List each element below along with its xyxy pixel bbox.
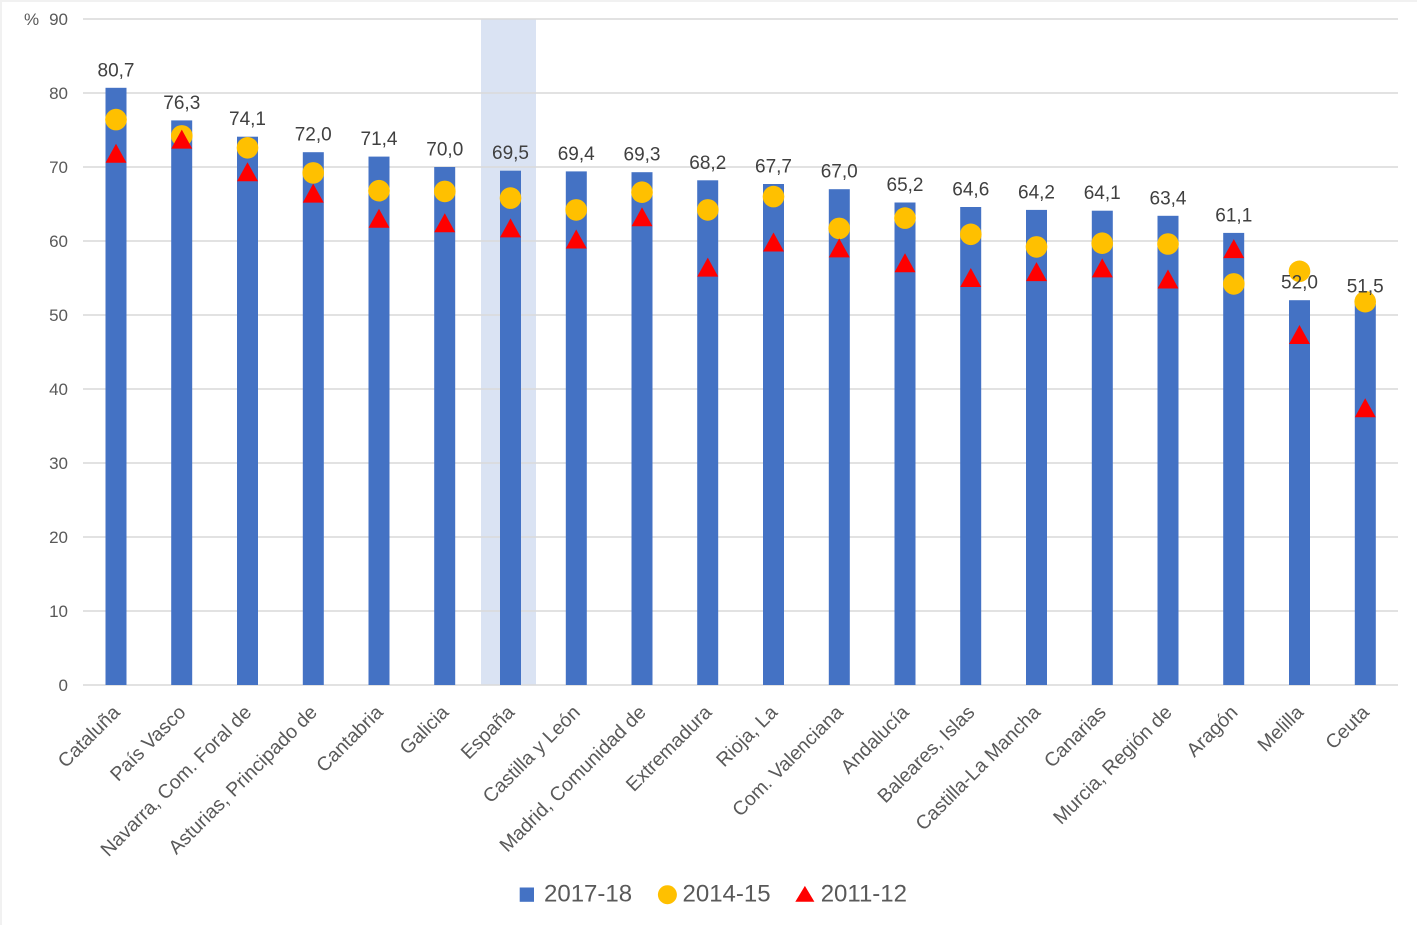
svg-text:64,6: 64,6: [952, 180, 989, 201]
svg-text:70: 70: [49, 158, 68, 177]
svg-text:63,4: 63,4: [1150, 188, 1187, 209]
svg-text:72,0: 72,0: [295, 125, 332, 146]
svg-text:60: 60: [49, 232, 68, 251]
svg-text:67,7: 67,7: [755, 157, 792, 178]
svg-text:52,0: 52,0: [1281, 273, 1318, 294]
svg-text:20: 20: [49, 528, 68, 547]
svg-text:90: 90: [49, 10, 68, 29]
svg-text:69,4: 69,4: [558, 144, 595, 165]
svg-text:10: 10: [49, 602, 68, 621]
svg-text:69,3: 69,3: [624, 145, 661, 166]
svg-text:30: 30: [49, 454, 68, 473]
svg-text:71,4: 71,4: [361, 129, 398, 150]
svg-text:80,7: 80,7: [98, 60, 135, 81]
svg-text:2017-18: 2017-18: [544, 881, 632, 908]
svg-text:64,2: 64,2: [1018, 182, 1055, 203]
svg-text:61,1: 61,1: [1215, 205, 1252, 226]
svg-text:64,1: 64,1: [1084, 183, 1121, 204]
svg-text:51,5: 51,5: [1347, 276, 1384, 297]
svg-text:76,3: 76,3: [163, 93, 200, 114]
svg-text:40: 40: [49, 380, 68, 399]
svg-text:67,0: 67,0: [821, 162, 858, 183]
svg-text:68,2: 68,2: [689, 153, 726, 174]
svg-text:80: 80: [49, 84, 68, 103]
svg-text:74,1: 74,1: [229, 109, 266, 130]
svg-text:70,0: 70,0: [426, 140, 463, 161]
svg-text:%: %: [24, 10, 39, 29]
svg-text:50: 50: [49, 306, 68, 325]
svg-text:2014-15: 2014-15: [683, 881, 771, 908]
svg-text:2011-12: 2011-12: [821, 881, 907, 908]
svg-text:69,5: 69,5: [492, 143, 529, 164]
svg-text:0: 0: [59, 676, 68, 695]
svg-text:65,2: 65,2: [887, 175, 924, 196]
